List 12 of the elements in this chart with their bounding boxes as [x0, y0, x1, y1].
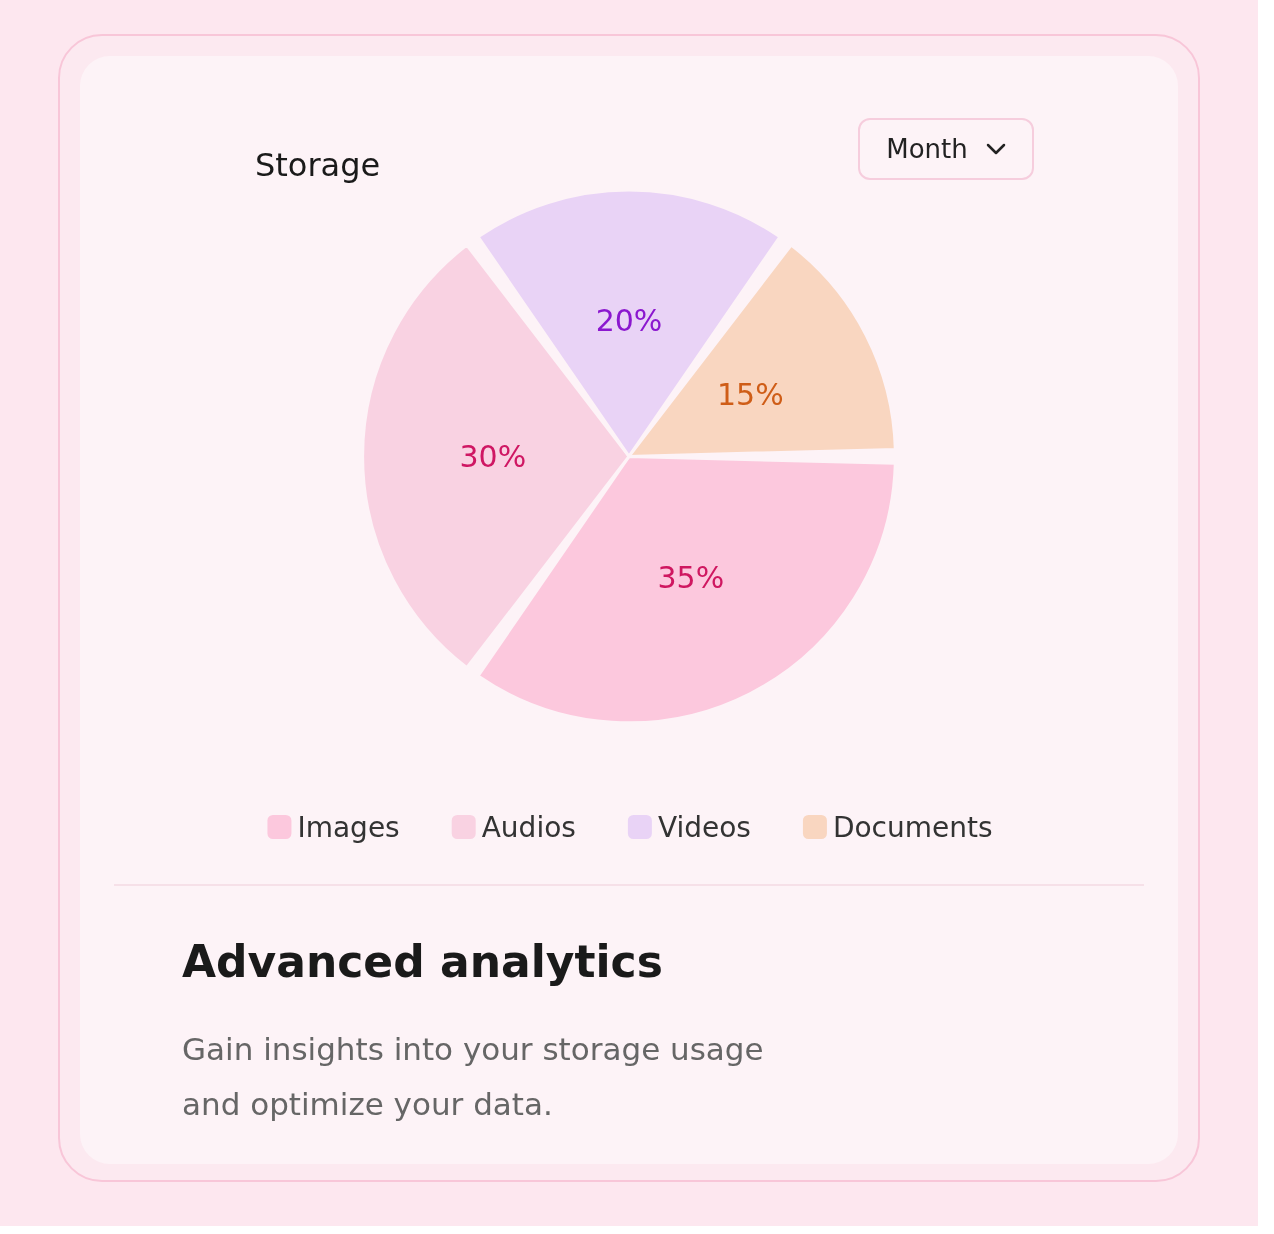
- data-label: 20%: [595, 302, 663, 338]
- dropdown: Month: [858, 118, 1034, 180]
- text: Gain insights into your storage usage and optimize your data.: [182, 1030, 765, 1124]
- data-label: 35%: [657, 560, 725, 596]
- chart-title: Storage: [255, 146, 381, 184]
- legend-label: Images: [297, 810, 400, 844]
- legend-label: Audios: [481, 810, 576, 844]
- text: Advanced analytics: [182, 936, 663, 987]
- legend-label: Documents: [832, 810, 993, 844]
- data-label: 30%: [459, 438, 527, 474]
- data-label: 15%: [717, 377, 784, 413]
- legend-label: Videos: [657, 810, 751, 844]
